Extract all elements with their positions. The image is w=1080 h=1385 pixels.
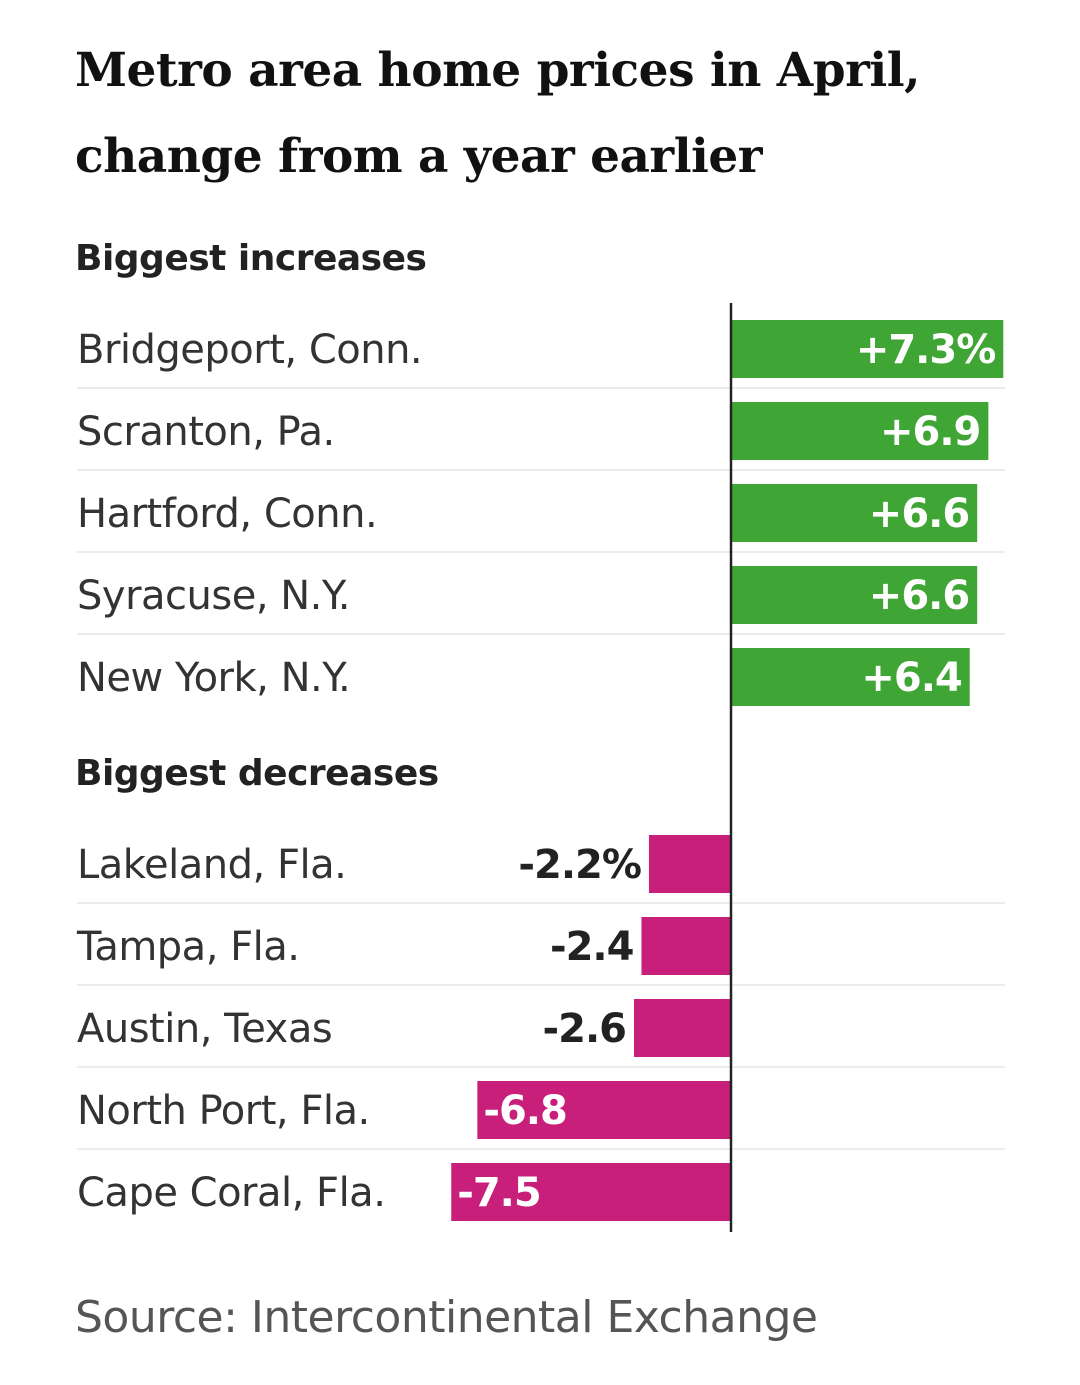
category-label: Hartford, Conn. [77,491,377,537]
value-label: +6.6 [869,491,969,537]
category-label: Scranton, Pa. [77,409,335,455]
value-label: -2.4 [550,924,633,970]
category-label: Tampa, Fla. [76,924,299,970]
value-label: +6.4 [861,655,961,701]
value-label: +6.6 [869,573,969,619]
category-label: Cape Coral, Fla. [77,1170,385,1216]
decrease-bar [634,999,731,1057]
increase-bar [731,320,1004,378]
category-label: New York, N.Y. [77,655,350,701]
value-label: +6.9 [880,409,980,455]
category-label: Bridgeport, Conn. [77,327,422,373]
value-label: -6.8 [483,1088,566,1134]
decrease-bar [648,835,731,893]
decrease-bar [477,1081,731,1139]
value-label: -7.5 [457,1170,540,1216]
increase-bar [731,402,989,460]
category-label: Syracuse, N.Y. [77,573,350,619]
section-label-decreases: Biggest decreases [75,753,439,794]
category-label: Austin, Texas [77,1006,332,1052]
decrease-bar [451,1163,731,1221]
decrease-bar [641,917,731,975]
category-label: North Port, Fla. [77,1088,370,1134]
value-label: -2.2% [518,842,641,888]
chart-title: Metro area home prices in April, change … [75,43,920,184]
increase-bar [731,566,978,624]
category-label: Lakeland, Fla. [77,842,346,888]
increase-bar [731,484,978,542]
increase-bar [731,648,970,706]
value-label: +7.3% [856,327,995,373]
source-note: Source: Intercontinental Exchange [75,1292,818,1343]
value-label: -2.6 [543,1006,626,1052]
section-label-increases: Biggest increases [75,238,427,279]
